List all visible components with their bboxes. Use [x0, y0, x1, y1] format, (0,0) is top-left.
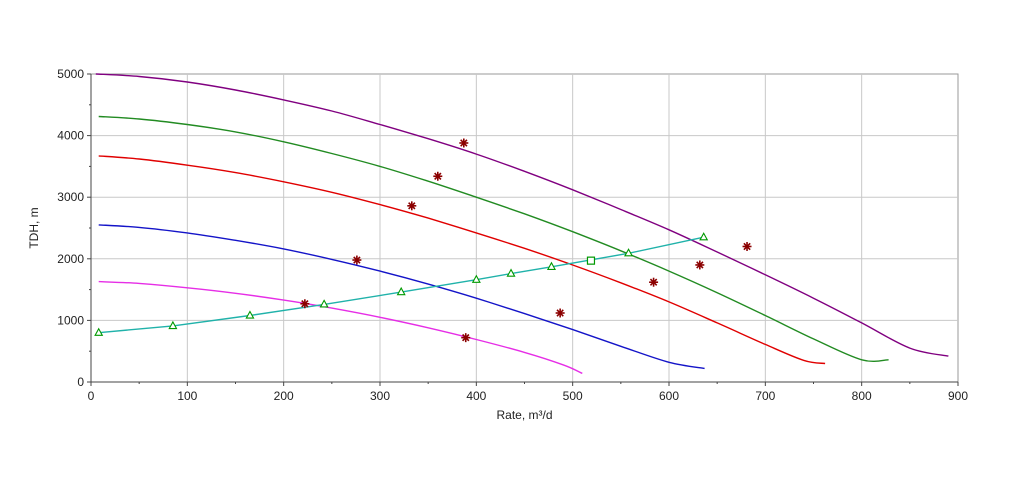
pump-curve-line: [98, 224, 705, 370]
triangle-marker: [624, 248, 634, 257]
triangle-marker: [396, 286, 406, 296]
x-tick-label: 700: [755, 389, 775, 403]
y-tick-label: 1000: [57, 313, 84, 327]
triangle-marker: [245, 310, 255, 319]
pump-curve-line: [98, 155, 826, 365]
y-tick-label: 0: [77, 375, 84, 389]
asterisk-marker: [461, 333, 471, 343]
tick-labels: 0 100 200 300 400 500 600 700 800 900 0 1000 2000 300…: [57, 67, 968, 403]
asterisk-marker: [742, 241, 752, 251]
asterisk-marker: [433, 171, 443, 181]
y-axis-label: TDH, m: [27, 207, 41, 248]
y-tick-label: 3000: [57, 190, 84, 204]
asterisk-marker: [555, 308, 565, 318]
operating-point-marker: [586, 256, 596, 265]
pump-curve-line: [95, 73, 949, 357]
asterisk-marker: [300, 299, 310, 309]
x-tick-label: 500: [563, 389, 583, 403]
asterisk-marker: [695, 260, 705, 270]
y-tick-label: 4000: [57, 129, 84, 143]
pump-curve-line: [98, 115, 889, 363]
x-tick-label: 200: [274, 389, 294, 403]
plot-area: [90, 73, 959, 383]
grid-lines: [91, 74, 958, 382]
triangle-marker: [94, 327, 104, 336]
x-tick-label: 0: [88, 389, 95, 403]
triangle-marker: [699, 232, 709, 241]
x-tick-label: 400: [466, 389, 486, 403]
triangle-marker: [546, 261, 556, 270]
x-tick-label: 100: [177, 389, 197, 403]
pump-curve-line: [98, 280, 583, 375]
asterisk-marker: [352, 255, 362, 265]
curves: [95, 73, 949, 375]
triangle-marker: [471, 274, 481, 283]
y-tick-label: 5000: [57, 67, 84, 81]
triangle-marker: [506, 268, 516, 277]
asterisk-marker: [407, 201, 417, 211]
markers: [94, 138, 752, 343]
axes: [87, 73, 959, 386]
x-tick-label: 800: [852, 389, 872, 403]
x-tick-label: 900: [948, 389, 968, 403]
asterisk-marker: [459, 138, 469, 148]
triangle-marker: [319, 299, 329, 308]
x-tick-label: 300: [370, 389, 390, 403]
triangle-marker: [168, 320, 178, 330]
asterisk-marker: [649, 277, 659, 287]
x-axis-label: Rate, m³/d: [496, 408, 552, 422]
y-tick-label: 2000: [57, 252, 84, 266]
x-tick-label: 600: [659, 389, 679, 403]
